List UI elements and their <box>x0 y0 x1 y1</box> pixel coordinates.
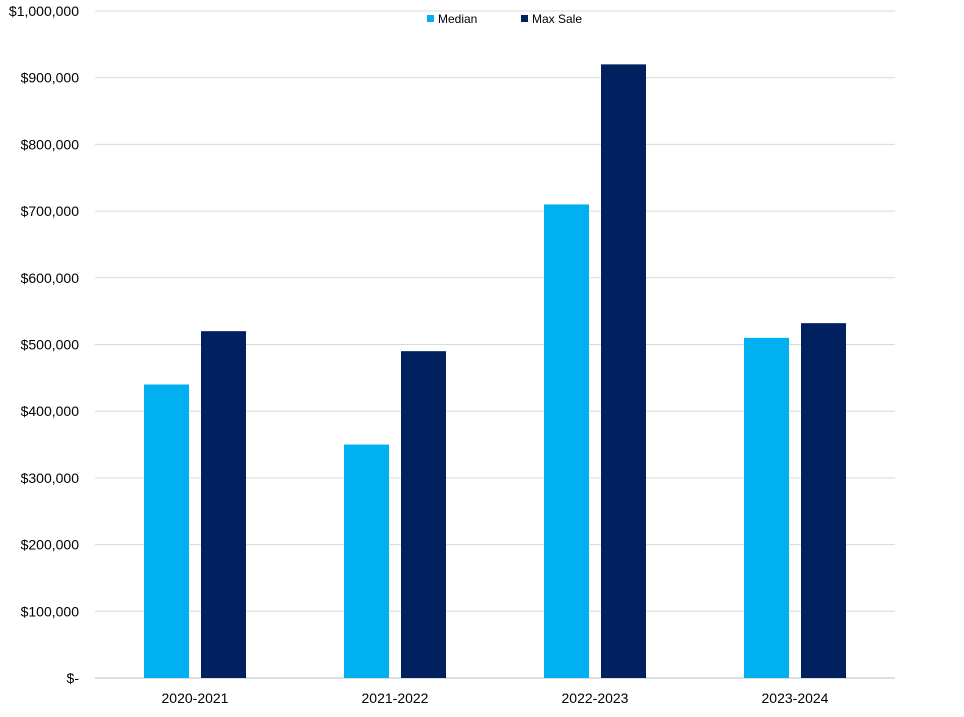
legend: Median Max Sale <box>427 12 582 26</box>
y-tick-label: $500,000 <box>21 337 80 353</box>
y-tick-label: $300,000 <box>21 470 80 486</box>
y-tick-label: $900,000 <box>21 70 80 86</box>
bar-max-sale <box>401 351 446 678</box>
bar-median <box>144 384 189 678</box>
x-axis-tick-labels: 2020-2021 2021-2022 2022-2023 2023-2024 <box>162 690 829 706</box>
legend-swatch <box>521 15 528 22</box>
y-tick-label: $600,000 <box>21 270 80 286</box>
y-tick-label: $100,000 <box>21 603 80 619</box>
legend-label: Median <box>438 12 477 26</box>
y-tick-label: $700,000 <box>21 203 80 219</box>
y-tick-label: $400,000 <box>21 403 80 419</box>
legend-item: Max Sale <box>521 12 582 26</box>
legend-item: Median <box>427 12 477 26</box>
legend-label: Max Sale <box>532 12 582 26</box>
y-axis-tick-labels: $- $100,000 $200,000 $300,000 $400,000 $500,0… <box>9 3 79 686</box>
bar-max-sale <box>801 323 846 678</box>
x-tick-label: 2020-2021 <box>162 690 229 706</box>
bar-median <box>744 337 789 678</box>
bar-median <box>544 204 589 678</box>
legend-swatch <box>427 15 434 22</box>
y-tick-label: $1,000,000 <box>9 3 79 19</box>
bar-max-sale <box>201 331 246 678</box>
x-tick-label: 2023-2024 <box>762 690 829 706</box>
bar-max-sale <box>601 64 646 679</box>
y-tick-label: $800,000 <box>21 136 80 152</box>
x-tick-label: 2022-2023 <box>562 690 629 706</box>
bar-median <box>344 444 389 678</box>
bars <box>144 64 846 679</box>
y-tick-label: $- <box>67 670 80 686</box>
x-tick-label: 2021-2022 <box>362 690 429 706</box>
y-tick-label: $200,000 <box>21 537 80 553</box>
